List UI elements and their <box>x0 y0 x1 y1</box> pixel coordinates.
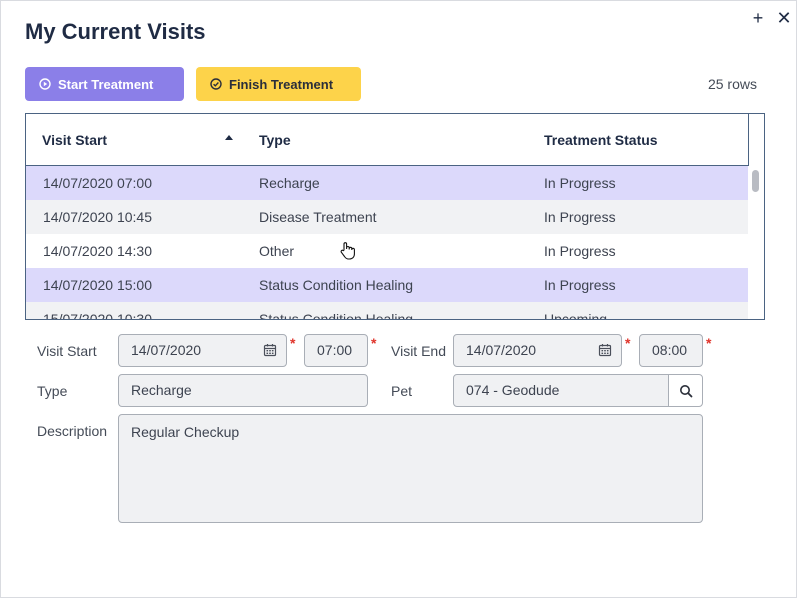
visit-end-time-input[interactable]: 08:00 <box>639 334 703 367</box>
table-row[interactable]: 14/07/2020 10:45 Disease Treatment In Pr… <box>26 200 748 234</box>
cell-type: Disease Treatment <box>259 209 377 225</box>
cell-type: Status Condition Healing <box>259 311 414 320</box>
hand-cursor-icon <box>340 242 355 260</box>
description-label: Description <box>37 423 108 439</box>
add-icon[interactable]: + <box>752 8 764 28</box>
close-icon[interactable]: ✕ <box>776 8 792 28</box>
scrollbar-thumb[interactable] <box>752 170 759 192</box>
grid-header: Visit Start Type Treatment Status <box>26 114 748 166</box>
description-textarea[interactable]: Regular Checkup <box>118 414 703 523</box>
required-marker: * <box>706 335 712 351</box>
visit-end-time-value: 08:00 <box>652 342 688 358</box>
cell-visit-start: 15/07/2020 10:30 <box>43 311 152 320</box>
column-header-treatment-status[interactable]: Treatment Status <box>544 132 658 148</box>
required-marker: * <box>625 335 631 351</box>
finish-treatment-label: Finish Treatment <box>229 76 334 92</box>
cell-status: Upcoming <box>544 311 608 320</box>
type-input[interactable]: Recharge <box>118 374 368 407</box>
pet-value: 074 - Geodude <box>466 382 560 398</box>
table-row[interactable]: 14/07/2020 14:30 Other In Progress <box>26 234 748 268</box>
table-row[interactable]: 15/07/2020 10:30 Status Condition Healin… <box>26 302 748 320</box>
pet-label: Pet <box>391 383 413 399</box>
calendar-icon[interactable] <box>263 343 277 357</box>
visit-start-date-input[interactable]: 14/07/2020 <box>118 334 287 367</box>
sort-ascending-icon[interactable] <box>225 135 233 140</box>
start-treatment-button[interactable]: Start Treatment <box>25 67 184 101</box>
description-value: Regular Checkup <box>131 424 240 440</box>
cell-status: In Progress <box>544 277 616 293</box>
calendar-icon[interactable] <box>598 343 612 357</box>
cell-status: In Progress <box>544 209 616 225</box>
column-header-type[interactable]: Type <box>259 132 291 148</box>
rows-count: 25 rows <box>707 76 757 92</box>
cell-type: Other <box>259 243 295 259</box>
required-marker: * <box>290 335 296 351</box>
type-value: Recharge <box>131 382 192 398</box>
visit-end-label: Visit End <box>391 343 446 359</box>
cell-visit-start: 14/07/2020 14:30 <box>43 243 152 259</box>
cell-type: Status Condition Healing <box>259 277 414 293</box>
cell-status: In Progress <box>544 175 616 191</box>
pet-search-button[interactable] <box>668 374 703 407</box>
visits-grid: Visit Start Type Treatment Status 14/07/… <box>25 113 765 320</box>
header-divider <box>748 114 749 166</box>
grid-scrollbar[interactable] <box>748 166 764 319</box>
visit-start-time-input[interactable]: 07:00 <box>304 334 368 367</box>
pet-input[interactable]: 074 - Geodude <box>453 374 669 407</box>
search-icon <box>679 384 692 397</box>
start-treatment-label: Start Treatment <box>58 76 154 92</box>
grid-body: 14/07/2020 07:00 Recharge In Progress 14… <box>26 166 748 320</box>
cell-visit-start: 14/07/2020 07:00 <box>43 175 152 191</box>
required-marker: * <box>371 335 377 351</box>
play-circle-icon <box>39 78 51 90</box>
visit-end-date-input[interactable]: 14/07/2020 <box>453 334 622 367</box>
visit-start-label: Visit Start <box>37 343 97 359</box>
cell-visit-start: 14/07/2020 15:00 <box>43 277 152 293</box>
cell-type: Recharge <box>259 175 320 191</box>
column-header-visit-start[interactable]: Visit Start <box>42 132 108 148</box>
finish-treatment-button[interactable]: Finish Treatment <box>196 67 361 101</box>
visit-start-date-value: 14/07/2020 <box>131 342 202 358</box>
cell-status: In Progress <box>544 243 616 259</box>
page-title: My Current Visits <box>25 19 206 44</box>
table-row[interactable]: 14/07/2020 15:00 Status Condition Healin… <box>26 268 748 302</box>
table-row[interactable]: 14/07/2020 07:00 Recharge In Progress <box>26 166 748 200</box>
visit-start-time-value: 07:00 <box>317 342 353 358</box>
visit-end-date-value: 14/07/2020 <box>466 342 537 358</box>
type-label: Type <box>37 383 68 399</box>
cell-visit-start: 14/07/2020 10:45 <box>43 209 152 225</box>
check-circle-icon <box>210 78 222 90</box>
